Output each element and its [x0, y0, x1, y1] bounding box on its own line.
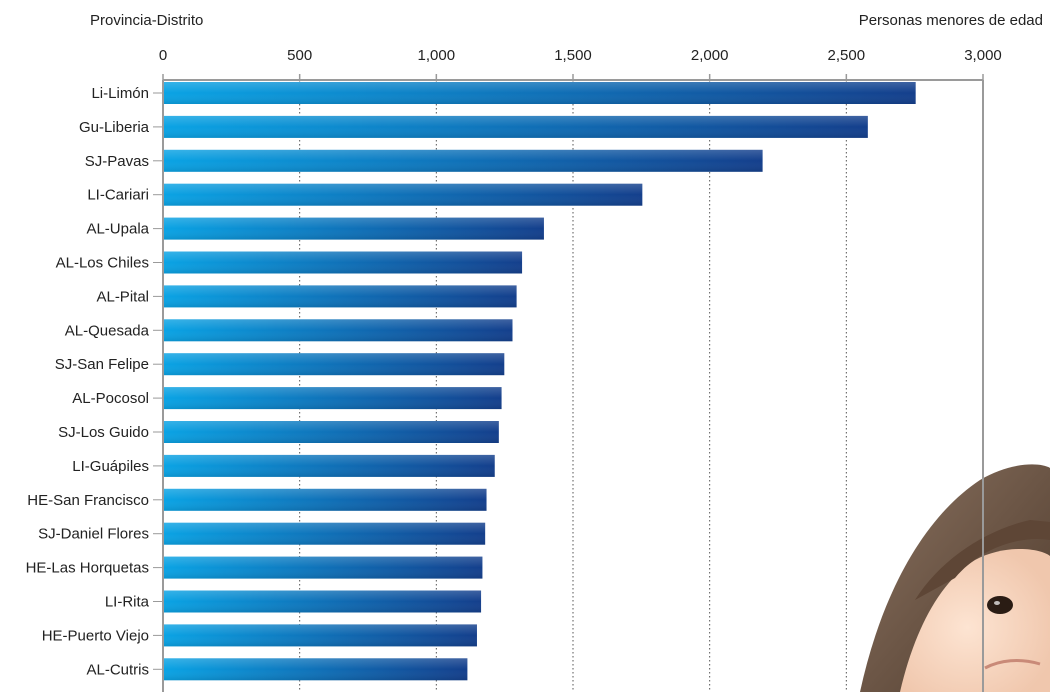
- category-label: SJ-Pavas: [85, 153, 149, 170]
- category-label: LI-Guápiles: [72, 458, 149, 475]
- bar-highlight: [164, 353, 505, 376]
- category-label: HE-Puerto Viejo: [42, 627, 149, 644]
- bar-highlight: [164, 251, 523, 274]
- category-label: AL-Los Chiles: [56, 255, 149, 272]
- bar-highlight: [164, 454, 495, 477]
- axes: [153, 74, 984, 692]
- category-label: SJ-San Felipe: [55, 356, 149, 373]
- category-labels: Li-Limón Gu-Liberia SJ-Pavas LI-Cariari AL-U…: [26, 85, 150, 678]
- bar-highlight: [164, 556, 483, 579]
- category-label: LI-Rita: [105, 594, 150, 611]
- category-label: HE-Las Horquetas: [26, 560, 149, 577]
- bar-highlight: [164, 82, 916, 104]
- bar-highlight: [164, 488, 487, 511]
- value-axis-title: Personas menores de edad: [859, 12, 1043, 29]
- category-label: AL-Pocosol: [72, 390, 149, 407]
- x-tick-label: 500: [287, 47, 312, 64]
- child-photo: [860, 464, 1050, 692]
- bar-highlight: [164, 658, 468, 681]
- x-tick-label: 1,000: [418, 47, 456, 64]
- category-label: HE-San Francisco: [27, 492, 149, 509]
- x-tick-label: 2,000: [691, 47, 729, 64]
- bar-highlight: [164, 149, 763, 172]
- bar-highlight: [164, 183, 643, 206]
- category-label: Li-Limón: [91, 85, 149, 102]
- category-label: Gu-Liberia: [79, 119, 150, 136]
- x-tick-label: 0: [159, 47, 167, 64]
- bar-highlight: [164, 387, 502, 410]
- x-tick-label: 2,500: [828, 47, 866, 64]
- category-label: AL-Pital: [96, 288, 149, 305]
- bar-highlight: [164, 285, 517, 308]
- bar-highlight: [164, 421, 499, 443]
- category-label: SJ-Daniel Flores: [38, 526, 149, 543]
- category-label: LI-Cariari: [87, 187, 149, 204]
- category-axis-title: Provincia-Distrito: [90, 12, 203, 29]
- bar-highlight: [164, 217, 544, 240]
- bar-highlight: [164, 115, 868, 138]
- bar-highlight: [164, 522, 486, 545]
- x-tick-label: 3,000: [964, 47, 1002, 64]
- x-tick-label: 1,500: [554, 47, 592, 64]
- category-label: SJ-Los Guido: [58, 424, 149, 441]
- category-label: AL-Quesada: [65, 322, 150, 339]
- category-label: AL-Cutris: [86, 661, 149, 678]
- bar-highlight: [164, 624, 477, 647]
- bar-highlight: [164, 319, 513, 342]
- category-label: AL-Upala: [86, 221, 149, 238]
- bar-highlight: [164, 590, 482, 613]
- x-tick-labels: 0 500 1,000 1,500 2,000 2,500 3,000: [159, 47, 1002, 64]
- bars: [164, 82, 916, 681]
